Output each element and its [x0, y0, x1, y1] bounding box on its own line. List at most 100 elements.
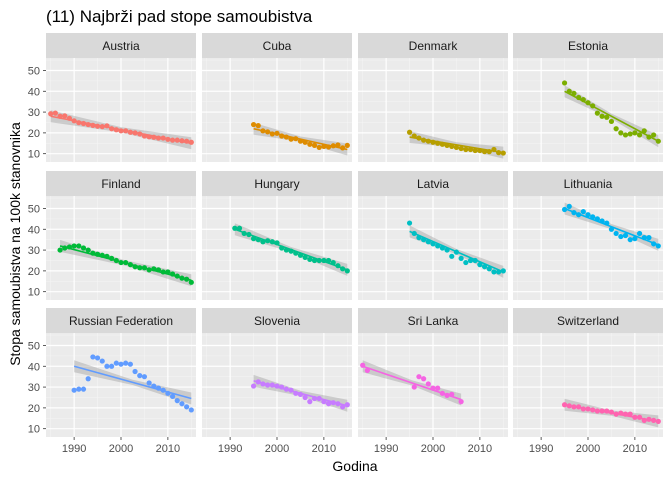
data-point-lithuania [561, 206, 568, 213]
panel-slovenia: Slovenia [202, 308, 352, 437]
data-point-russian-federation [109, 363, 115, 369]
panel-austria: Austria [46, 33, 196, 162]
data-point-austria [137, 131, 143, 137]
x-tick-label: 2000 [109, 443, 133, 455]
data-point-russian-federation [94, 355, 101, 361]
y-tick-label: 30 [28, 245, 40, 257]
data-point-russian-federation [137, 373, 143, 379]
strip-russian-federation [46, 308, 196, 333]
data-point-latvia [449, 253, 455, 259]
gridlines [358, 333, 508, 437]
data-point-latvia [439, 245, 445, 251]
data-point-denmark [491, 146, 497, 153]
data-point-denmark [411, 133, 417, 139]
data-point-austria [132, 130, 138, 136]
data-point-cuba [321, 143, 327, 149]
gridlines [46, 196, 196, 300]
data-point-sri-lanka [449, 391, 455, 397]
data-point-hungary [340, 266, 346, 272]
data-point-russian-federation [99, 358, 105, 364]
data-point-switzerland [561, 402, 568, 408]
data-point-slovenia [283, 386, 289, 392]
x-tick-labels: 1990 2000 2010 1990 2000 2010 1990 2000 2010 1990… [62, 437, 647, 455]
y-tick-label: 50 [28, 65, 40, 77]
data-point-latvia [430, 241, 436, 247]
data-point-russian-federation [80, 386, 87, 392]
data-point-slovenia [335, 401, 341, 407]
data-point-austria [155, 135, 162, 141]
data-point-russian-federation [85, 376, 91, 382]
data-point-lithuania [627, 237, 633, 243]
data-point-denmark [481, 149, 488, 155]
strip-label-latvia: Latvia [417, 177, 449, 191]
data-point-latvia [463, 259, 469, 266]
data-point-austria [123, 128, 129, 134]
data-point-cuba [274, 130, 280, 136]
strip-finland [46, 171, 196, 196]
data-point-cuba [316, 144, 322, 151]
data-point-lithuania [594, 216, 600, 222]
data-point-cuba [260, 128, 266, 134]
data-point-estonia [566, 88, 572, 94]
data-point-latvia [453, 249, 460, 255]
strip-label-estonia: Estonia [568, 39, 608, 53]
data-point-cuba [293, 136, 299, 142]
gridlines [202, 196, 352, 300]
data-point-sri-lanka [444, 392, 450, 398]
data-point-switzerland [576, 404, 582, 410]
y-tick-label: 30 [28, 107, 40, 119]
y-tick-label: 20 [28, 403, 40, 415]
data-point-cuba [269, 131, 275, 137]
data-point-finland [109, 255, 115, 261]
data-point-austria [52, 110, 58, 116]
data-point-slovenia [269, 382, 275, 388]
strip-lithuania [513, 171, 663, 196]
data-point-estonia [641, 128, 647, 134]
data-point-hungary [307, 256, 313, 263]
data-point-austria [66, 115, 73, 121]
data-point-cuba [307, 141, 313, 147]
data-point-hungary [316, 257, 322, 264]
data-point-sri-lanka [458, 399, 464, 405]
data-point-finland [118, 259, 124, 266]
data-point-slovenia [265, 382, 271, 388]
gridlines [358, 58, 508, 162]
data-point-austria [71, 118, 77, 124]
strip-label-denmark: Denmark [409, 39, 459, 53]
data-point-russian-federation [169, 393, 176, 400]
data-point-finland [184, 276, 190, 282]
data-point-russian-federation [118, 361, 124, 367]
trend-line-russian-federation [73, 365, 192, 400]
data-point-finland [151, 266, 157, 272]
y-tick-label: 10 [28, 424, 40, 436]
data-point-finland [179, 275, 185, 281]
data-point-finland [155, 267, 162, 273]
data-point-slovenia [340, 404, 346, 410]
strip-cuba [202, 33, 352, 58]
data-point-austria [62, 113, 68, 119]
data-point-finland [127, 262, 133, 268]
data-point-russian-federation [127, 361, 133, 367]
data-point-latvia [491, 269, 497, 275]
data-point-lithuania [580, 209, 586, 215]
y-tick-labels: 10 20 30 40 50 10 20 30 40 50 10 20 30 40 50 [28, 65, 46, 436]
strip-label-austria: Austria [102, 39, 140, 53]
data-point-latvia [458, 255, 464, 261]
data-point-hungary [260, 239, 266, 245]
data-point-denmark [439, 141, 445, 147]
x-tick-label: 2010 [623, 443, 647, 455]
panel-cuba: Cuba [202, 33, 352, 162]
data-point-denmark [500, 150, 506, 156]
data-point-sri-lanka [360, 362, 366, 368]
data-point-latvia [467, 257, 474, 264]
data-point-austria [80, 120, 87, 127]
data-point-slovenia [293, 390, 299, 396]
data-point-estonia [604, 114, 610, 120]
x-tick-label: 1990 [374, 443, 398, 455]
data-point-slovenia [260, 381, 266, 387]
data-point-estonia [636, 132, 643, 138]
data-point-lithuania [651, 241, 657, 247]
data-point-slovenia [288, 387, 294, 393]
data-point-hungary [246, 231, 252, 238]
data-point-lithuania [632, 236, 638, 242]
